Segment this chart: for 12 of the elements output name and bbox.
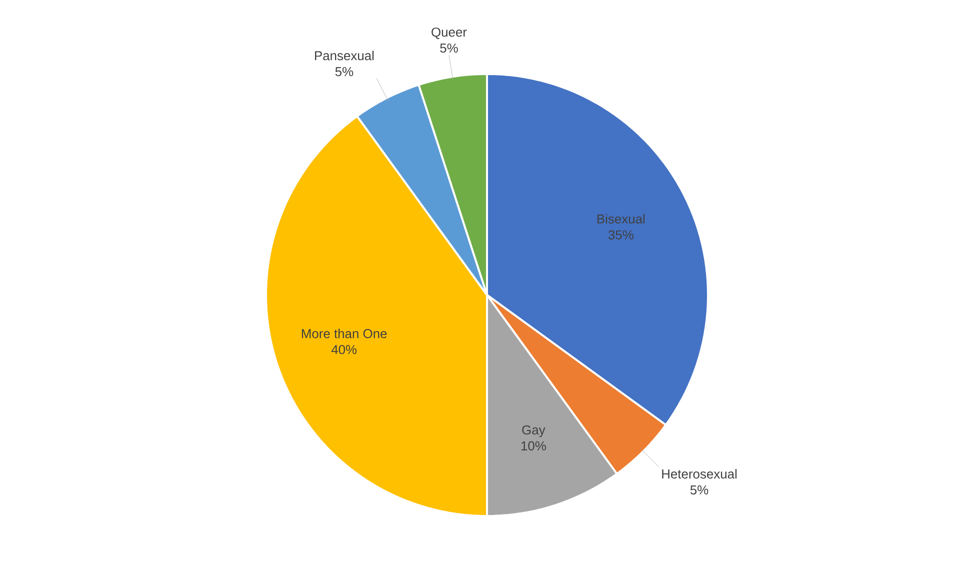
data-label: 10% bbox=[521, 441, 546, 450]
slice-label: Queer bbox=[432, 28, 467, 40]
data-label: 35% bbox=[608, 230, 634, 240]
slice-label: Pansexual bbox=[315, 50, 374, 60]
slice-label: Heterosexual bbox=[662, 469, 737, 479]
slice-label: Bisexual bbox=[597, 214, 645, 224]
data-label: 5% bbox=[690, 485, 708, 495]
data-label: 5% bbox=[440, 44, 458, 53]
data-label: 40% bbox=[331, 344, 357, 354]
data-label: 5% bbox=[335, 67, 354, 76]
slice-label: More than One bbox=[302, 328, 387, 338]
slice-label: Gay bbox=[522, 425, 546, 438]
